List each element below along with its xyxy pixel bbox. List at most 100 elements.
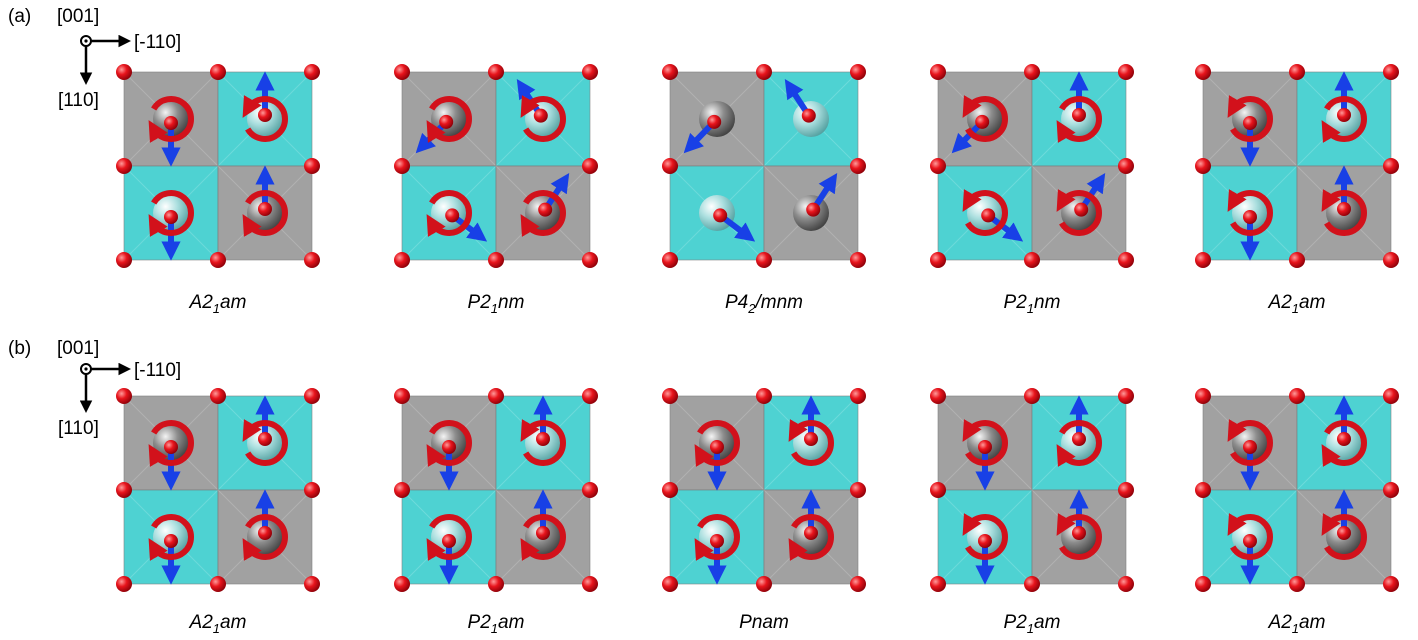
oxygen-atom xyxy=(1024,576,1040,592)
apical-oxygen xyxy=(981,208,996,223)
structure-b-4: P21am xyxy=(930,388,1134,636)
oxygen-atom xyxy=(662,64,678,80)
oxygen-atom xyxy=(756,576,772,592)
rotation-arrow-icon xyxy=(788,514,834,561)
oxygen-atom xyxy=(488,576,504,592)
space-group-label: A21am xyxy=(189,292,247,316)
oxygen-atom xyxy=(850,576,866,592)
space-group-subscript: 1 xyxy=(1027,621,1034,636)
oxygen-atom xyxy=(1024,388,1040,404)
apical-oxygen xyxy=(258,432,272,446)
oxygen-atom xyxy=(930,64,946,80)
oxygen-atom xyxy=(850,482,866,498)
space-group-text: A2 xyxy=(189,612,214,633)
oxygen-atom xyxy=(304,482,320,498)
space-group-label: A21am xyxy=(1268,292,1326,316)
axis-right-label-b: [-110] xyxy=(134,360,181,381)
space-group-text: P2 xyxy=(1004,612,1028,633)
structure-a-2: P21nm xyxy=(394,64,598,316)
rotation-arrow-icon xyxy=(694,420,740,467)
oxygen-atom xyxy=(1195,388,1211,404)
oxygen-atom xyxy=(488,388,504,404)
axis-out-label-a: [001] xyxy=(57,6,99,27)
apical-oxygen xyxy=(533,108,548,123)
space-group-subscript: 1 xyxy=(1292,301,1299,316)
apical-oxygen xyxy=(442,440,456,454)
space-group-label: A21am xyxy=(1268,612,1326,636)
oxygen-atom xyxy=(304,252,320,268)
space-group-label: P21nm xyxy=(1004,292,1061,316)
rotation-arrow-icon xyxy=(1321,96,1367,143)
rotation-arrow-icon xyxy=(1321,189,1367,236)
rotation-arrow-icon xyxy=(1227,189,1273,236)
oxygen-atom xyxy=(662,388,678,404)
apical-oxygen xyxy=(978,534,992,548)
rotation-arrow-icon xyxy=(1227,95,1273,142)
oxygen-atom xyxy=(1383,158,1399,174)
apical-oxygen xyxy=(164,116,178,130)
oxygen-atom xyxy=(1289,252,1305,268)
oxygen-atom xyxy=(1195,576,1211,592)
oxygen-atom xyxy=(210,252,226,268)
structure-b-2: P21am xyxy=(394,388,598,636)
panel-b-structures: A21am P21am Pnam P21am A21am xyxy=(116,388,1399,636)
space-group-text: am xyxy=(220,612,246,633)
oxygen-atom xyxy=(488,252,504,268)
oxygen-atom xyxy=(116,252,132,268)
axis-out-dot-icon xyxy=(84,39,88,43)
oxygen-atom xyxy=(756,64,772,80)
apical-oxygen xyxy=(258,526,272,540)
space-group-text: A2 xyxy=(1268,612,1293,633)
structure-a-1: A21am xyxy=(116,64,320,316)
oxygen-atom xyxy=(850,252,866,268)
apical-oxygen xyxy=(806,202,821,217)
oxygen-atom xyxy=(116,482,132,498)
axis-out-dot-icon xyxy=(84,367,88,371)
oxygen-atom xyxy=(850,388,866,404)
oxygen-atom xyxy=(1118,482,1134,498)
oxygen-atom xyxy=(756,388,772,404)
apical-oxygen xyxy=(258,202,272,216)
oxygen-atom xyxy=(1024,252,1040,268)
space-group-text: A2 xyxy=(1268,292,1293,313)
oxygen-atom xyxy=(662,576,678,592)
apical-oxygen xyxy=(804,432,818,446)
oxygen-atom xyxy=(930,252,946,268)
oxygen-atom xyxy=(1118,158,1134,174)
oxygen-atom xyxy=(1118,388,1134,404)
oxygen-atom xyxy=(662,158,678,174)
oxygen-atom xyxy=(210,64,226,80)
oxygen-atom xyxy=(1383,482,1399,498)
oxygen-atom xyxy=(394,576,410,592)
rotation-arrow-icon xyxy=(694,514,740,561)
oxygen-atom xyxy=(1024,64,1040,80)
space-group-text: am xyxy=(498,612,524,633)
panel-b-label: (b) xyxy=(8,338,31,359)
apical-oxygen xyxy=(1243,440,1257,454)
rotation-arrow-icon xyxy=(242,95,288,142)
oxygen-atom xyxy=(1383,252,1399,268)
apical-oxygen xyxy=(1243,116,1257,130)
space-group-text: /mnm xyxy=(753,292,803,313)
space-group-subscript: 1 xyxy=(1027,301,1034,316)
oxygen-atom xyxy=(662,252,678,268)
apical-oxygen xyxy=(164,440,178,454)
axis-frame-b xyxy=(79,362,131,413)
rotation-arrow-icon xyxy=(426,420,472,467)
rotation-arrow-icon xyxy=(520,514,566,561)
apical-oxygen xyxy=(1337,202,1351,216)
apical-oxygen xyxy=(536,526,550,540)
rotation-arrow-icon xyxy=(242,514,288,561)
axis-right-label-a: [-110] xyxy=(134,32,181,53)
oxygen-atom xyxy=(930,576,946,592)
rotation-arrow-icon xyxy=(962,189,1008,236)
oxygen-atom xyxy=(1195,252,1211,268)
apical-oxygen xyxy=(1337,526,1351,540)
apical-oxygen xyxy=(1243,210,1257,224)
rotation-arrow-icon xyxy=(962,513,1008,560)
axis-out-label-b: [001] xyxy=(57,338,99,359)
oxygen-atom xyxy=(756,252,772,268)
oxygen-atom xyxy=(116,576,132,592)
apical-oxygen xyxy=(978,440,992,454)
